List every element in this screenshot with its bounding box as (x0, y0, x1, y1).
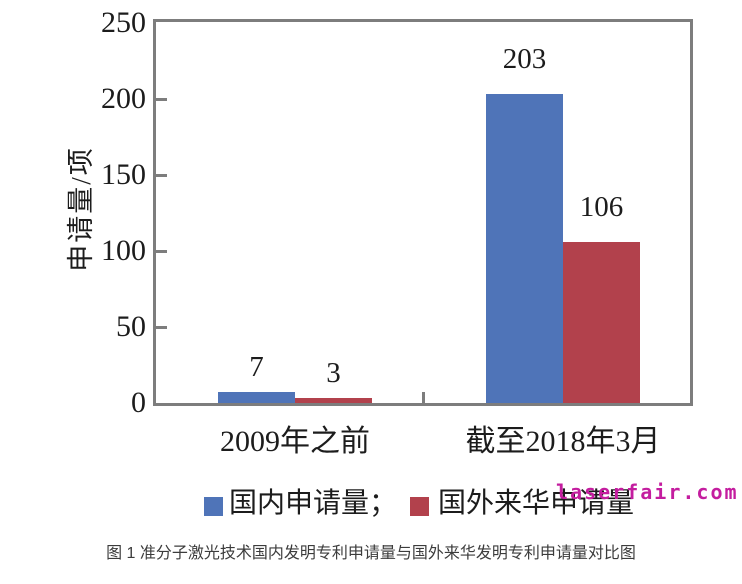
bar-国外来华申请量-截至2018年3月 (563, 241, 640, 403)
y-tick-mark (156, 250, 167, 253)
y-tick-label: 150 (101, 158, 146, 191)
figure-caption: 图 1 准分子激光技术国内发明专利申请量与国外来华发明专利申请量对比图 (106, 545, 636, 562)
y-tick-mark (156, 98, 167, 101)
bar-value-label: 203 (502, 43, 547, 76)
y-tick-label: 200 (101, 82, 146, 115)
x-tick-mark (422, 392, 425, 403)
bar-value-label: 106 (579, 190, 624, 223)
bar-国内申请量-截至2018年3月 (486, 94, 563, 403)
bar-value-label: 7 (249, 351, 264, 384)
legend-swatch-0 (204, 497, 223, 516)
legend-label-0: 国内申请量； (229, 488, 398, 519)
y-tick-label: 0 (131, 386, 146, 419)
y-axis-title: 申请量/项 (66, 146, 96, 272)
x-category-label: 2009年之前 (220, 425, 370, 458)
y-tick-mark (156, 174, 167, 177)
watermark-laserfair: laserfair.com (556, 480, 739, 504)
legend-label-1: 国外来华申请量 (438, 488, 635, 519)
y-tick-mark (156, 326, 167, 329)
bar-国外来华申请量-2009年之前 (295, 398, 372, 403)
legend-swatch-1 (410, 497, 429, 516)
bar-国内申请量-2009年之前 (218, 392, 295, 403)
bar-value-label: 3 (326, 357, 341, 390)
y-tick-label: 250 (101, 6, 146, 39)
y-tick-label: 100 (101, 234, 146, 267)
y-tick-label: 50 (116, 310, 146, 343)
x-category-label: 截至2018年3月 (465, 425, 661, 458)
